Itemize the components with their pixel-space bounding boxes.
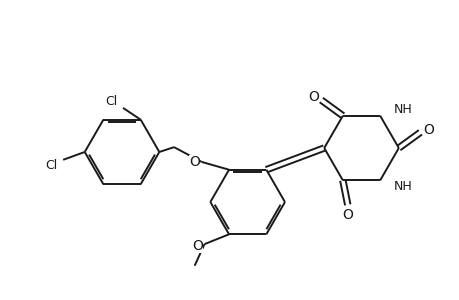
Text: NH: NH <box>393 180 412 193</box>
Text: NH: NH <box>393 103 412 116</box>
Text: O: O <box>192 239 202 253</box>
Text: O: O <box>189 155 200 169</box>
Text: O: O <box>308 90 318 104</box>
Text: O: O <box>341 208 353 222</box>
Text: Cl: Cl <box>45 159 57 172</box>
Text: O: O <box>422 123 433 137</box>
Text: Cl: Cl <box>105 95 117 109</box>
